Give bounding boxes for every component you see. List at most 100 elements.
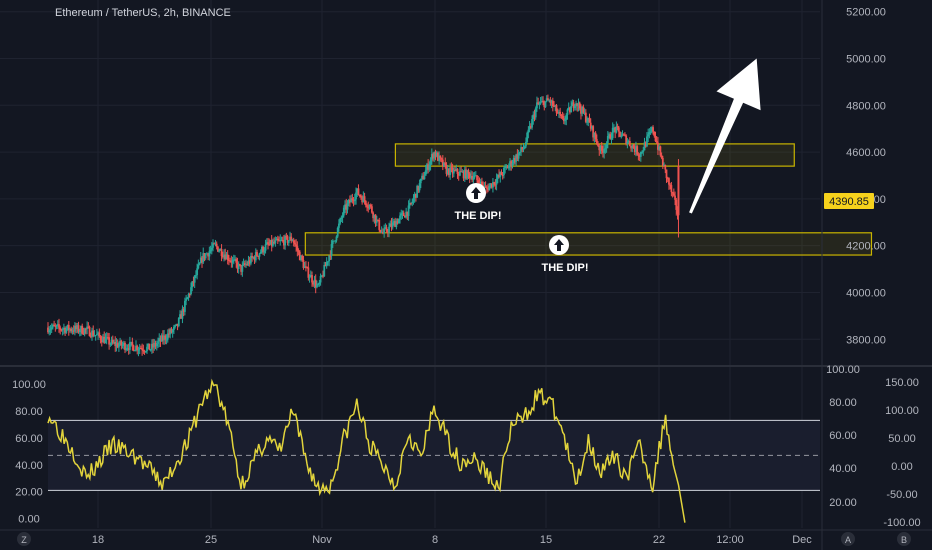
candle-body <box>515 154 518 162</box>
osc-right-axis-b-label: 0.00 <box>891 461 912 473</box>
candle-body <box>417 185 420 191</box>
candle-body <box>344 204 346 208</box>
candle-body <box>360 195 362 198</box>
candle-body <box>622 134 625 136</box>
candle-body <box>550 100 553 103</box>
candle-body <box>314 279 317 288</box>
candle-body <box>446 168 449 174</box>
candle-body <box>443 162 445 167</box>
candle-body <box>173 326 175 330</box>
candle-body <box>582 106 585 113</box>
candle-body <box>154 343 157 347</box>
candle-body <box>226 254 229 261</box>
candle-body <box>650 127 653 132</box>
candle-body <box>636 146 639 155</box>
candle-body <box>400 213 403 216</box>
candle-body <box>404 215 406 218</box>
dip-label: THE DIP! <box>541 262 588 274</box>
candle-body <box>487 187 489 191</box>
candle-body <box>62 327 65 330</box>
osc-right-axis-a-label: 100.00 <box>826 364 860 376</box>
candle-body <box>291 240 294 242</box>
candle-body <box>159 338 162 342</box>
candle-body <box>278 240 280 242</box>
candle-body <box>312 282 315 285</box>
candle-body <box>78 331 81 333</box>
candle-body <box>252 257 255 259</box>
candle-body <box>83 328 86 334</box>
candle-body <box>526 132 529 142</box>
candle-body <box>243 263 246 266</box>
candle-body <box>641 151 643 153</box>
candle-body <box>660 155 663 158</box>
candle-body <box>229 260 232 262</box>
candle-body <box>166 333 169 340</box>
candle-body <box>51 324 54 328</box>
candle-body <box>263 250 266 253</box>
candle-body <box>182 308 185 312</box>
candle-body <box>559 111 562 115</box>
candle-body <box>191 281 194 288</box>
candle-body <box>257 255 260 257</box>
candle-body <box>649 131 652 133</box>
candle-body <box>109 343 112 345</box>
candle-body <box>411 201 414 204</box>
candle-body <box>435 152 438 157</box>
candle-body <box>481 181 483 186</box>
candle-body <box>461 171 464 173</box>
candle-body <box>256 252 258 256</box>
candle-body <box>380 232 383 234</box>
candle-body <box>514 157 516 162</box>
candle-body <box>141 348 144 351</box>
candle-body <box>270 240 273 247</box>
candle-body <box>554 105 557 107</box>
zoom-button[interactable]: Z <box>17 532 31 546</box>
auto-scale-button[interactable]: A <box>841 532 855 546</box>
candle-body <box>99 336 102 341</box>
candle-body <box>305 266 307 268</box>
candle-body <box>401 212 404 214</box>
candle-body <box>642 150 645 152</box>
candle-body <box>152 343 155 348</box>
candle-body <box>609 134 612 140</box>
oscillator-series <box>47 378 686 523</box>
candle-body <box>373 214 376 219</box>
candle-body <box>75 325 78 330</box>
current-price-tag <box>824 193 874 210</box>
candle-body <box>433 152 436 159</box>
osc-left-axis-label: 100.00 <box>12 379 46 391</box>
candle-body <box>652 127 654 132</box>
candle-body <box>608 134 610 136</box>
candle-body <box>210 247 213 250</box>
candle-body <box>624 134 626 136</box>
candle-body <box>533 114 536 118</box>
candle-body <box>429 159 432 165</box>
candle-body <box>648 132 651 135</box>
candle-body <box>646 136 648 147</box>
candle-body <box>274 240 277 244</box>
candle-body <box>430 154 433 160</box>
candle-body <box>131 341 134 346</box>
candle-body <box>160 335 163 342</box>
candle-body <box>158 338 161 342</box>
candle-body <box>553 105 555 107</box>
candle-body <box>388 226 390 233</box>
candle-body <box>218 250 221 252</box>
candle-body <box>413 193 416 198</box>
candle-body <box>547 98 549 101</box>
time-axis-label: Nov <box>312 534 332 546</box>
candle-body <box>133 350 136 352</box>
scale-button[interactable]: B <box>897 532 911 546</box>
candle-body <box>239 264 241 266</box>
candle-body <box>371 206 373 213</box>
candle-body <box>232 259 235 261</box>
candle-body <box>358 194 361 196</box>
candle-body <box>117 344 120 348</box>
candle-body <box>323 265 326 277</box>
candle-body <box>336 227 339 237</box>
candle-body <box>586 121 588 123</box>
candle-body <box>389 223 392 227</box>
candle-body <box>206 253 208 255</box>
candle-body <box>230 260 233 263</box>
